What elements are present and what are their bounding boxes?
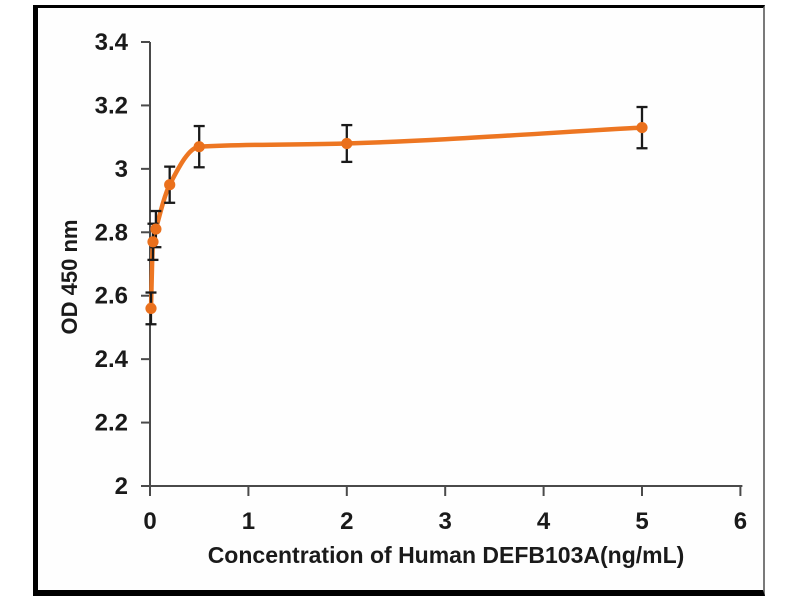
data-point-marker <box>147 236 159 248</box>
axes-layer: 2 2.2 2.4 2.6 2.8 3 3.2 3.4 0 1 2 3 4 5 6 <box>95 29 747 535</box>
data-point-marker <box>150 223 162 235</box>
x-axis-tick-label: 4 <box>537 508 551 535</box>
data-point-marker <box>164 179 176 191</box>
chart-photo-frame <box>33 5 765 596</box>
x-axis-tick-label: 5 <box>635 508 648 535</box>
axis-lines <box>149 42 743 487</box>
y-axis-tick-label: 3.2 <box>95 92 128 119</box>
y-axis-tick-label: 2.4 <box>95 346 129 373</box>
x-axis-title: Concentration of Human DEFB103A(ng/mL) <box>208 542 685 568</box>
x-axis-tick-label: 2 <box>340 508 353 535</box>
y-axis-tick-label: 3 <box>115 156 128 183</box>
y-axis-title: OD 450 nm <box>57 220 82 335</box>
data-point-marker <box>193 141 205 153</box>
y-axis-tick-label: 2 <box>115 473 128 500</box>
x-axis-tick-label: 1 <box>242 508 255 535</box>
series-curve <box>148 125 645 311</box>
data-point-marker <box>636 122 648 134</box>
x-axis-tick-label: 0 <box>143 508 156 535</box>
x-axis-tick-label: 6 <box>734 508 747 535</box>
y-axis-tick-label: 2.8 <box>95 219 128 246</box>
y-axis-tick-label: 2.6 <box>95 283 128 310</box>
data-point-marker <box>145 302 157 314</box>
data-series-layer <box>145 105 648 326</box>
data-point-marker <box>341 137 353 150</box>
x-axis-tick-label: 3 <box>439 508 452 535</box>
y-axis-tick-label: 3.4 <box>95 29 129 56</box>
y-axis-tick-label: 2.2 <box>95 410 128 437</box>
